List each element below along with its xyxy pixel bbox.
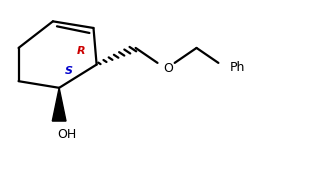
Text: OH: OH [57, 128, 77, 141]
Text: R: R [77, 46, 85, 56]
Text: S: S [65, 66, 72, 76]
Text: O: O [163, 62, 173, 75]
Polygon shape [52, 88, 66, 121]
Text: Ph: Ph [229, 61, 245, 74]
